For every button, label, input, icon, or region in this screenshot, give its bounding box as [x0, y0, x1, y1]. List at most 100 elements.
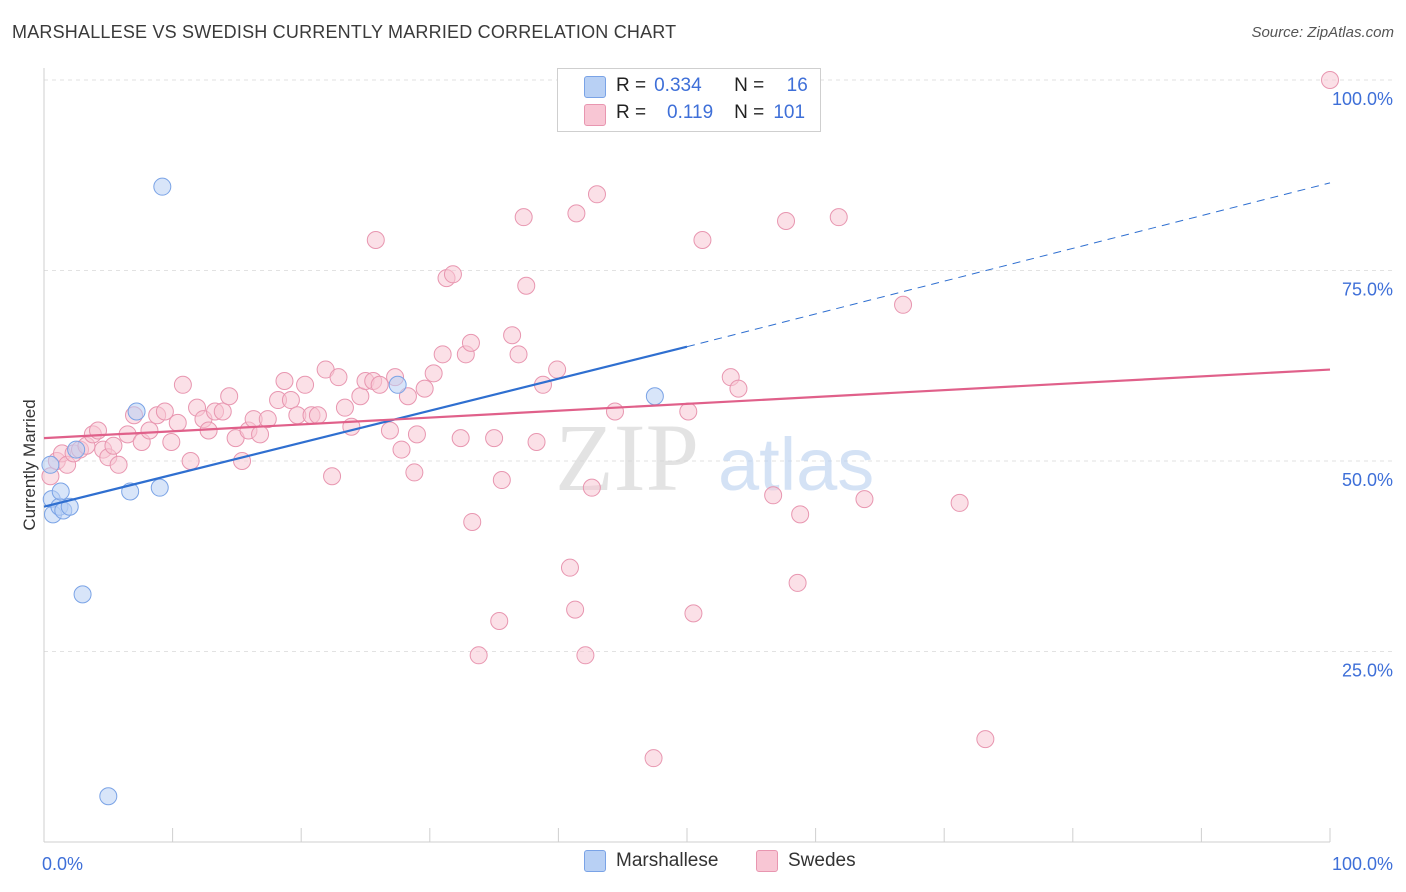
data-point-swedes [576, 646, 595, 665]
data-point-swedes [104, 436, 123, 455]
tick-labels: 25.0% 50.0% 75.0% 100.0% 0.0% 100.0% [42, 89, 1393, 874]
data-point-swedes [366, 231, 385, 250]
data-point-swedes [335, 398, 354, 417]
data-point-swedes [777, 211, 796, 230]
data-point-swedes [764, 486, 783, 505]
data-point-swedes [894, 295, 913, 314]
data-point-swedes [168, 413, 187, 432]
legend-swatch-swedes [584, 104, 606, 126]
x-tick-label: 100.0% [1332, 854, 1393, 874]
data-point-swedes [407, 425, 426, 444]
data-point-swedes [503, 326, 522, 345]
data-point-swedes [644, 749, 663, 768]
data-point-swedes [485, 429, 504, 448]
chart-title: MARSHALLESE VS SWEDISH CURRENTLY MARRIED… [12, 22, 677, 42]
y-tick-label: 75.0% [1342, 280, 1393, 300]
legend-row-swedes: R = 0.119 N = 101 [616, 101, 808, 125]
legend-n-label: N = [734, 75, 765, 96]
trend-line-marshallese-extension [686, 182, 1331, 348]
legend-r-label: R = [616, 102, 647, 123]
data-point-swedes [258, 410, 277, 429]
data-point-swedes [140, 421, 159, 440]
data-point-marshallese [51, 482, 70, 501]
y-tick-label: 50.0% [1342, 470, 1393, 490]
data-point-swedes [181, 452, 200, 470]
data-point-swedes [461, 333, 480, 352]
data-point-swedes [492, 471, 511, 490]
trend-lines [43, 182, 1331, 508]
data-point-swedes [490, 612, 509, 631]
data-point-swedes [1321, 71, 1339, 89]
legend-swatch-marshallese [584, 76, 606, 98]
data-point-swedes [329, 368, 348, 387]
data-point-swedes [684, 604, 703, 623]
data-point-swedes [729, 379, 748, 398]
data-point-swedes [405, 463, 424, 482]
axes [43, 68, 1331, 843]
data-point-swedes [323, 467, 342, 486]
watermark-atlas: atlas [718, 423, 874, 506]
legend-swatch-marshallese-bottom [584, 850, 606, 872]
data-point-swedes [605, 402, 624, 421]
x-tick-label: 0.0% [42, 854, 83, 874]
data-point-swedes [950, 493, 969, 512]
data-point-swedes [392, 440, 411, 459]
data-point-swedes [155, 402, 174, 421]
data-point-swedes [679, 402, 698, 421]
data-point-swedes [855, 490, 874, 509]
data-point-swedes [463, 512, 482, 531]
watermark-zip: ZIP [555, 404, 699, 511]
data-point-swedes [296, 375, 315, 394]
data-point-swedes [509, 345, 528, 364]
trend-line-marshallese [43, 345, 688, 508]
watermark: ZIP atlas [555, 404, 874, 511]
data-point-marshallese [67, 440, 86, 459]
trend-line-swedes [43, 368, 1331, 440]
data-point-swedes [514, 208, 533, 227]
data-point-marshallese [388, 375, 407, 394]
gridlines [44, 79, 1392, 652]
data-point-marshallese [41, 455, 60, 474]
legend-label-swedes: Swedes [788, 850, 856, 871]
data-point-swedes [560, 558, 579, 577]
data-point-swedes [788, 573, 807, 592]
data-point-swedes [587, 185, 606, 204]
legend-r-value: 0.334 [654, 75, 702, 96]
data-point-swedes [162, 432, 181, 451]
data-point-marshallese [645, 387, 664, 406]
data-point-swedes [380, 421, 399, 440]
data-point-swedes [251, 425, 270, 444]
data-point-swedes [370, 375, 389, 394]
data-point-swedes [976, 730, 995, 749]
data-point-swedes [829, 208, 848, 227]
data-point-swedes [281, 391, 300, 410]
data-point-swedes [548, 360, 567, 379]
data-point-swedes [566, 600, 585, 619]
data-point-swedes [424, 364, 443, 383]
data-point-marshallese [127, 402, 146, 421]
legend-n-value: 101 [773, 102, 806, 123]
data-point-swedes [443, 265, 462, 284]
legend-n-label: N = [734, 102, 765, 123]
legend-r-label: R = [616, 75, 647, 96]
legend-label-marshallese: Marshallese [616, 850, 719, 871]
data-point-swedes [351, 387, 370, 406]
data-point-swedes [415, 379, 434, 398]
data-point-marshallese [73, 585, 92, 604]
data-point-swedes [275, 371, 294, 390]
legend-r-value: 0.119 [667, 102, 714, 123]
legend-item-swedes: Swedes [756, 850, 856, 872]
y-tick-label: 100.0% [1332, 89, 1393, 109]
data-point-swedes [173, 375, 192, 394]
correlation-legend: R = 0.334 N = 16 R = 0.119 N = 101 [557, 68, 821, 132]
data-points [41, 71, 1339, 806]
data-point-swedes [213, 402, 232, 421]
data-point-swedes [582, 478, 601, 497]
data-point-swedes [791, 505, 810, 524]
source-label: Source: ZipAtlas.com [1251, 24, 1394, 41]
data-point-marshallese [150, 478, 169, 497]
legend-row-marshallese: R = 0.334 N = 16 [616, 74, 816, 98]
legend-n-value: 16 [786, 75, 808, 96]
data-point-swedes [220, 387, 239, 406]
